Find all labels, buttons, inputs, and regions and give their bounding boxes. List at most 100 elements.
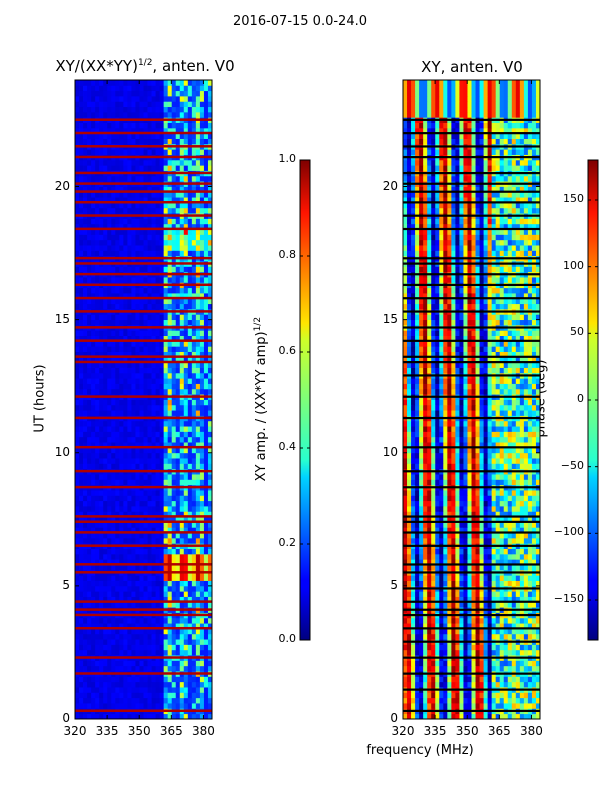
amp-cell [207,314,212,321]
amp-cell [99,442,104,448]
amp-cell [83,681,88,688]
phase-cell [447,681,452,688]
amp-cell [179,511,185,518]
amp-cell [171,95,177,102]
amp-cell [147,314,152,321]
phase-cell [443,591,448,597]
amp-cell [75,101,80,108]
phase-cell [503,633,509,640]
amp-cell [207,479,212,486]
phase-cell [467,697,472,704]
amp-cell [115,229,120,235]
amp-cell [163,681,169,688]
amp-cell [75,527,80,534]
amp-cell [123,458,128,464]
amp-cell [91,80,96,86]
amp-cell [187,665,193,672]
amp-cell [135,95,140,102]
amp-cell [203,234,209,241]
amp-cell [123,186,128,193]
phase-cell [475,633,480,640]
amp-cell [111,218,116,225]
amp-cell [91,202,96,209]
amp-cell [111,346,116,352]
amp-cell [195,266,201,273]
amp-cell [207,106,212,113]
amp-cell [111,138,116,145]
amp-cell [151,436,156,443]
amp-cell [79,293,84,299]
amp-cell [191,692,197,699]
amp-cell [119,399,124,406]
amp-cell [191,623,197,629]
amp-cell [191,676,197,683]
amp-cell [79,207,84,214]
amp-flag-band [75,190,212,193]
amp-cell [95,95,100,102]
amp-cell [207,697,212,704]
amp-cell [191,575,197,581]
amp-cell [163,692,169,699]
phase-cell [459,617,464,624]
amp-cell [135,458,140,464]
amp-cell [183,410,189,416]
amp-cell [123,575,128,581]
amp-cell [99,293,104,299]
phase-cell [439,703,444,709]
amp-cell [99,559,104,565]
amp-cell [131,713,136,719]
amp-cell [127,293,132,299]
amp-cell [151,553,156,560]
amp-cell [111,681,116,688]
amp-cell [167,665,173,672]
amp-cell [91,490,96,496]
phase-cell [471,644,476,651]
amp-cell [195,665,201,672]
amp-cell [87,431,92,438]
phase-cell [495,617,501,624]
amp-cell [203,111,209,118]
amp-cell [87,319,92,326]
amp-cell [131,372,136,379]
amp-cell [99,703,104,709]
amp-cell [167,452,173,459]
amp-cell [191,474,197,480]
amp-cell [155,585,161,592]
amp-cell [127,452,132,459]
amp-cell [119,596,124,603]
amp-cell [135,330,140,336]
amp-cell [147,404,152,411]
amp-cell [143,346,148,352]
amp-cell [91,692,96,699]
amp-cell [115,122,120,129]
amp-cell [187,697,193,704]
amp-cell [175,511,181,518]
amp-cell [135,639,140,645]
amp-cell [207,420,212,427]
phase-cell [531,633,537,640]
amp-cell [143,266,148,273]
phase-cell [435,703,440,709]
phase-cell [463,676,468,683]
amp-cell [131,697,136,704]
amp-cell [151,500,156,507]
amp-cell [75,665,80,672]
amp-cell [147,516,152,523]
amp-cell [83,431,88,438]
amp-cell [207,138,212,145]
amp-cell [139,479,144,486]
amp-cell [103,442,108,448]
phase-cell [411,676,416,683]
amp-cell [119,266,124,273]
amp-cell [179,676,185,683]
amp-cell [155,101,161,108]
amp-cell [119,580,124,587]
amp-cell [199,521,205,528]
phase-cell [411,649,416,656]
amp-cell [75,207,80,214]
amp-cell [167,298,173,305]
amp-cell [175,703,181,709]
phase-cell [439,591,444,597]
amp-cell [187,186,193,193]
amp-cell [163,223,169,230]
